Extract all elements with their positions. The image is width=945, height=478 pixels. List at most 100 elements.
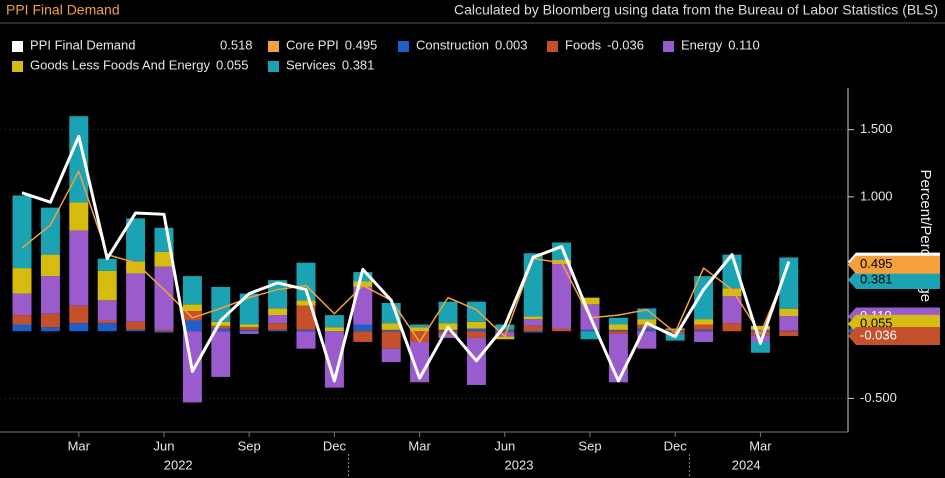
bar-segment [353, 324, 373, 332]
bar-segment [182, 311, 202, 321]
x-tick-label: Dec [664, 438, 688, 453]
bar-segment [40, 313, 60, 328]
bar-segment [126, 329, 146, 332]
bar-segment [779, 308, 799, 317]
bar-segment [608, 331, 628, 334]
bar-segment [608, 333, 628, 383]
legend-label: Construction [416, 37, 489, 52]
bar-segment [296, 300, 316, 306]
bar-segment [69, 323, 89, 332]
bar-segment [12, 293, 32, 316]
bar-segment [523, 316, 543, 320]
legend-label: Services [286, 57, 336, 72]
bar-segment [211, 325, 231, 329]
bar-segment [523, 325, 543, 332]
bar-segment [324, 315, 344, 328]
bar-segment [694, 319, 714, 325]
bar-segment [296, 262, 316, 301]
x-group-label: 2024 [732, 457, 761, 472]
bar-segment [268, 323, 288, 330]
x-tick-label: Jun [154, 438, 175, 453]
bar-segment [40, 254, 60, 277]
bar-segment [722, 323, 742, 332]
bar-segment [608, 317, 628, 325]
legend-swatch [398, 41, 409, 52]
bar-segment [182, 320, 202, 332]
line [21, 170, 790, 343]
bar-segment [211, 328, 231, 332]
bar-segment [69, 230, 89, 306]
bar-segment [211, 321, 231, 326]
bar-segment [381, 348, 401, 363]
bar-segment [580, 329, 600, 332]
bar-segment [40, 207, 60, 255]
bar-segment [296, 329, 316, 332]
bar-segment [552, 328, 572, 332]
bar-segment [154, 331, 174, 333]
bar-segment [580, 331, 600, 340]
x-tick-label: Mar [749, 438, 772, 453]
bar-segment [637, 308, 657, 320]
legend-label: Energy [681, 37, 723, 52]
legend-label: PPI Final Demand [30, 37, 136, 52]
bar-segment [466, 331, 486, 338]
legend-value: 0.055 [216, 57, 249, 72]
bar-segment [523, 331, 543, 333]
bar-segment [296, 331, 316, 349]
bar-segment [722, 296, 742, 324]
value-flag-shape [848, 327, 940, 346]
bar-segment [353, 331, 373, 342]
x-group-label: 2022 [164, 457, 193, 472]
legend-swatch [268, 41, 279, 52]
bar-segment [608, 329, 628, 332]
bar-segment [722, 254, 742, 289]
bar-segment [353, 286, 373, 325]
bar-segment [126, 218, 146, 262]
bar-segment [126, 261, 146, 274]
bar-segment [779, 257, 799, 309]
x-tick-label: Sep [238, 438, 261, 453]
bar-segment [239, 327, 259, 330]
legend-value: 0.381 [342, 57, 375, 72]
bar-segment [97, 270, 117, 301]
bar-segment [779, 316, 799, 331]
bar-segment [12, 195, 32, 269]
bar-segment [324, 327, 344, 332]
bar-segment [268, 329, 288, 332]
bar-segment [523, 319, 543, 326]
x-group-label: 2023 [505, 457, 534, 472]
bar-segment [495, 336, 515, 340]
bar-segment [466, 321, 486, 329]
bar-segment [438, 333, 458, 338]
bar-segment [694, 324, 714, 330]
bar-segment [410, 324, 430, 328]
bar-segment [40, 327, 60, 332]
bar-segment [211, 286, 231, 322]
bar-segment [211, 331, 231, 377]
y-tick-label: 1.000 [860, 188, 893, 203]
bar-segment [182, 304, 202, 312]
x-tick-label: Jun [494, 438, 515, 453]
bar-segment [722, 288, 742, 297]
legend-value: 0.003 [495, 37, 528, 52]
value-flag: -0.036 [848, 327, 940, 346]
bar-segment [296, 305, 316, 330]
bar-segment [97, 323, 117, 332]
bar-segment [40, 276, 60, 314]
bar-segment [665, 329, 685, 332]
bar-segment [410, 327, 430, 332]
x-tick-label: Dec [323, 438, 347, 453]
bar-segment [353, 272, 373, 282]
bar-segment [182, 276, 202, 305]
legend-swatch [663, 41, 674, 52]
legend-value: -0.036 [607, 37, 644, 52]
line [21, 134, 791, 383]
bar-segment [239, 324, 259, 328]
chart-title: PPI Final Demand [6, 2, 120, 18]
legend-swatch [12, 41, 23, 52]
bar-segment [779, 331, 799, 337]
bar-segment [438, 301, 458, 324]
bar-segment [239, 329, 259, 332]
value-flag-label: -0.036 [860, 327, 897, 342]
